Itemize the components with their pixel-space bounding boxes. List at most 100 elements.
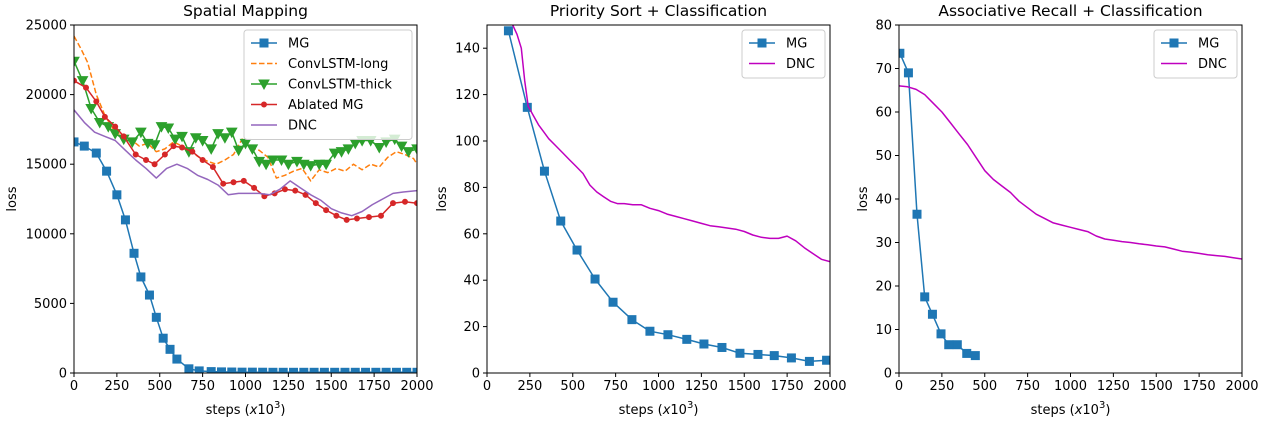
- data-point: [402, 367, 412, 373]
- y-tick-label: 70: [875, 62, 892, 77]
- y-tick-label: 60: [875, 106, 892, 121]
- data-point: [267, 155, 279, 167]
- x-tick-label: 1500: [315, 379, 348, 394]
- x-tick-label: 1500: [1140, 379, 1173, 394]
- y-axis-label: loss: [435, 186, 450, 211]
- legend-label: MG: [1198, 37, 1219, 52]
- data-point: [556, 216, 566, 226]
- data-point: [944, 340, 954, 350]
- data-point: [663, 330, 673, 340]
- data-point: [381, 367, 391, 373]
- data-point: [353, 215, 360, 222]
- data-point: [970, 351, 980, 361]
- data-point: [753, 349, 763, 359]
- data-point: [126, 137, 139, 148]
- legend-marker: [259, 38, 269, 48]
- data-point: [165, 344, 175, 354]
- data-point: [83, 84, 90, 91]
- legend-label: MG: [288, 37, 309, 52]
- data-point: [196, 136, 209, 147]
- data-point: [304, 161, 317, 172]
- data-point: [717, 342, 727, 352]
- x-tick-label: 1000: [1054, 379, 1087, 394]
- data-point: [162, 123, 175, 135]
- data-point: [219, 133, 231, 144]
- y-tick-label: 80: [463, 181, 480, 196]
- data-point: [85, 104, 97, 115]
- data-point: [804, 356, 814, 366]
- legend-marker: [261, 101, 267, 108]
- data-point: [539, 166, 549, 176]
- data-point: [822, 355, 830, 365]
- series-line-mg: [899, 53, 976, 357]
- x-tick-label: 750: [1015, 379, 1040, 394]
- data-point: [216, 367, 226, 373]
- data-point: [343, 216, 350, 223]
- data-point: [184, 364, 194, 373]
- x-tick-label: 0: [483, 379, 491, 394]
- data-point: [330, 367, 340, 373]
- data-point: [136, 272, 146, 282]
- data-point: [282, 159, 295, 171]
- data-point: [251, 184, 258, 191]
- data-point: [927, 309, 937, 319]
- data-point: [335, 147, 348, 158]
- x-tick-label: 750: [190, 379, 215, 394]
- data-point: [936, 329, 946, 339]
- data-point: [260, 159, 272, 171]
- data-point: [920, 292, 930, 302]
- x-tick-label: 1250: [272, 379, 305, 394]
- x-tick-label: 500: [972, 379, 997, 394]
- data-point: [962, 348, 972, 358]
- y-tick-label: 50: [875, 149, 892, 164]
- x-tick-label: 1750: [1183, 379, 1216, 394]
- data-point: [205, 144, 218, 155]
- data-point: [151, 312, 161, 322]
- y-tick-label: 10000: [26, 227, 67, 242]
- legend-marker: [258, 79, 270, 91]
- x-tick-label: 2000: [1225, 379, 1258, 394]
- y-tick-label: 80: [875, 19, 892, 34]
- data-point: [220, 180, 227, 187]
- data-point: [246, 144, 259, 155]
- data-point: [319, 367, 329, 373]
- data-point: [340, 367, 350, 373]
- data-point: [645, 326, 655, 336]
- y-tick-label: 0: [472, 367, 480, 382]
- y-tick-label: 0: [59, 367, 67, 382]
- legend: MG DNC: [1153, 29, 1238, 79]
- data-point: [91, 148, 101, 158]
- data-point: [292, 187, 299, 194]
- data-point: [323, 207, 330, 214]
- data-point: [309, 367, 319, 373]
- data-point: [93, 98, 100, 105]
- data-point: [209, 163, 216, 170]
- data-point: [151, 161, 158, 168]
- data-point: [302, 191, 309, 198]
- data-point: [312, 200, 319, 207]
- y-tick-label: 30: [875, 236, 892, 251]
- data-point: [699, 339, 709, 349]
- legend-label: MG: [786, 37, 807, 52]
- x-tick-label: 1500: [728, 379, 761, 394]
- data-point: [258, 367, 268, 373]
- data-point: [144, 290, 154, 300]
- data-point: [414, 200, 417, 207]
- data-point: [395, 141, 408, 153]
- x-tick-label: 1000: [642, 379, 675, 394]
- data-point: [342, 144, 355, 155]
- data-point: [176, 131, 188, 143]
- y-tick-label: 140: [455, 42, 480, 57]
- data-point: [143, 157, 150, 164]
- data-point: [268, 367, 278, 373]
- data-point: [627, 315, 637, 325]
- data-point: [161, 151, 168, 158]
- y-tick-label: 20: [875, 280, 892, 295]
- data-point: [240, 177, 247, 184]
- data-point: [365, 214, 372, 221]
- chart-panel-1: 0 250 500 750 1000 1250 1500 1750 20000500010000…: [5, 2, 434, 418]
- legend-marker: [1169, 38, 1179, 48]
- legend-marker: [757, 38, 767, 48]
- data-point: [237, 367, 247, 373]
